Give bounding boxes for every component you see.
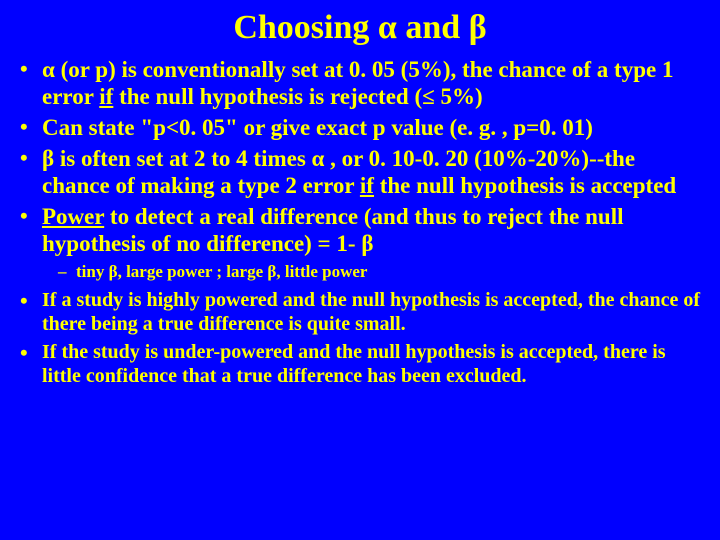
slide: Choosing α and β α (or p) is conventiona… <box>0 0 720 540</box>
b6-t: If the study is under-powered and the nu… <box>42 341 666 387</box>
title-alpha: α <box>378 9 397 46</box>
bullet-4-sub-1: tiny β, large power ; large β, little po… <box>58 262 704 282</box>
b4s-t3: , little power <box>276 262 367 281</box>
b4s-t1: tiny <box>76 262 109 281</box>
bullet-3: β is often set at 2 to 4 times α , or 0.… <box>14 145 704 199</box>
b3-t1: is often set at 2 to 4 times <box>54 146 311 171</box>
b1-t2: the null hypothesis is rejected ( <box>113 84 422 109</box>
bullet-1: α (or p) is conventionally set at 0. 05 … <box>14 56 704 110</box>
b1-le: ≤ <box>422 84 435 109</box>
b3-t3: the null hypothesis is accepted <box>374 173 676 198</box>
title-mid: and <box>397 9 469 46</box>
b1-alpha: α <box>42 57 55 82</box>
b4-beta: β <box>361 231 373 256</box>
b3-alpha: α <box>312 146 325 171</box>
bullet-5: If a study is highly powered and the nul… <box>14 288 704 336</box>
b4-power: Power <box>42 204 104 229</box>
b4s-beta2: β <box>267 262 276 281</box>
bullet-4: Power to detect a real difference (and t… <box>14 203 704 282</box>
title-beta: β <box>469 9 487 46</box>
title-pre: Choosing <box>233 9 378 46</box>
bullet-4-sub: tiny β, large power ; large β, little po… <box>42 262 704 282</box>
b4s-t2: , large power ; large <box>118 262 268 281</box>
b5-t: If a study is highly powered and the nul… <box>42 289 700 335</box>
bullet-list: α (or p) is conventionally set at 0. 05 … <box>10 56 710 388</box>
b4-t1: to detect a real difference (and thus to… <box>42 204 623 256</box>
b3-beta: β <box>42 146 54 171</box>
b2-t: Can state "p<0. 05" or give exact p valu… <box>42 115 593 140</box>
slide-title: Choosing α and β <box>10 10 710 46</box>
b1-t3: 5%) <box>435 84 483 109</box>
b1-if: if <box>99 84 113 109</box>
b3-if: if <box>360 173 374 198</box>
b4s-beta1: β <box>109 262 118 281</box>
bullet-2: Can state "p<0. 05" or give exact p valu… <box>14 114 704 141</box>
bullet-6: If the study is under-powered and the nu… <box>14 340 704 388</box>
